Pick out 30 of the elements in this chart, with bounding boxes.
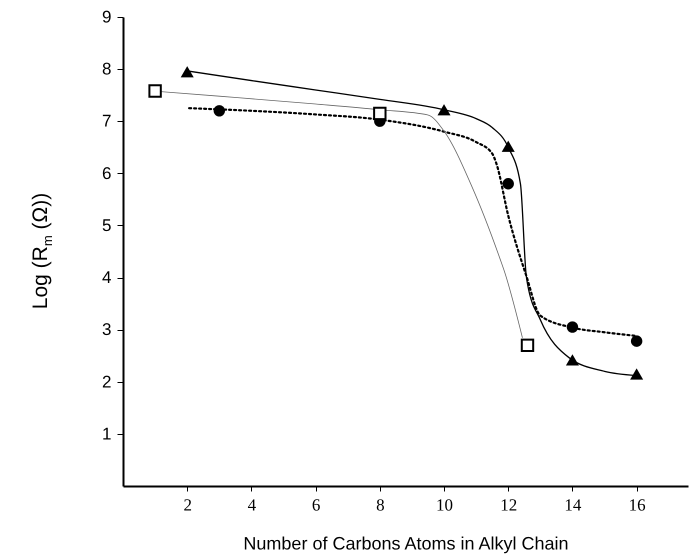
point xyxy=(630,335,642,347)
point xyxy=(502,178,514,190)
point xyxy=(214,105,226,116)
y-tick-label: 9 xyxy=(102,8,112,26)
y-tick-label: 3 xyxy=(102,320,112,340)
point xyxy=(373,106,387,120)
x-tick-label: 16 xyxy=(628,496,646,514)
x-tick-label: 12 xyxy=(500,496,518,514)
x-tick-label: 14 xyxy=(564,496,582,514)
y-tick-label: 5 xyxy=(102,216,112,235)
y-tick-label: 2 xyxy=(102,372,112,392)
x-tick-label: 2 xyxy=(183,496,192,514)
x-tick-label: 10 xyxy=(436,496,454,514)
point xyxy=(148,84,162,98)
y-tick-label: 1 xyxy=(102,424,112,444)
y-tick-label: 6 xyxy=(102,164,112,183)
y-tick-label: 4 xyxy=(102,268,112,288)
point xyxy=(520,338,534,352)
y-tick-label: 8 xyxy=(102,60,112,79)
x-tick-label: 6 xyxy=(312,496,320,514)
point xyxy=(180,66,194,78)
x-tick-label: 4 xyxy=(248,496,257,514)
point xyxy=(630,368,644,380)
y-tick-label: 7 xyxy=(102,112,112,131)
point xyxy=(566,354,579,366)
x-tick-label: 8 xyxy=(376,496,385,514)
point xyxy=(502,140,515,152)
x-axis-title: Number of Carbons Atoms in Alkyl Chain xyxy=(243,534,569,554)
point xyxy=(566,321,578,333)
point xyxy=(438,104,451,116)
